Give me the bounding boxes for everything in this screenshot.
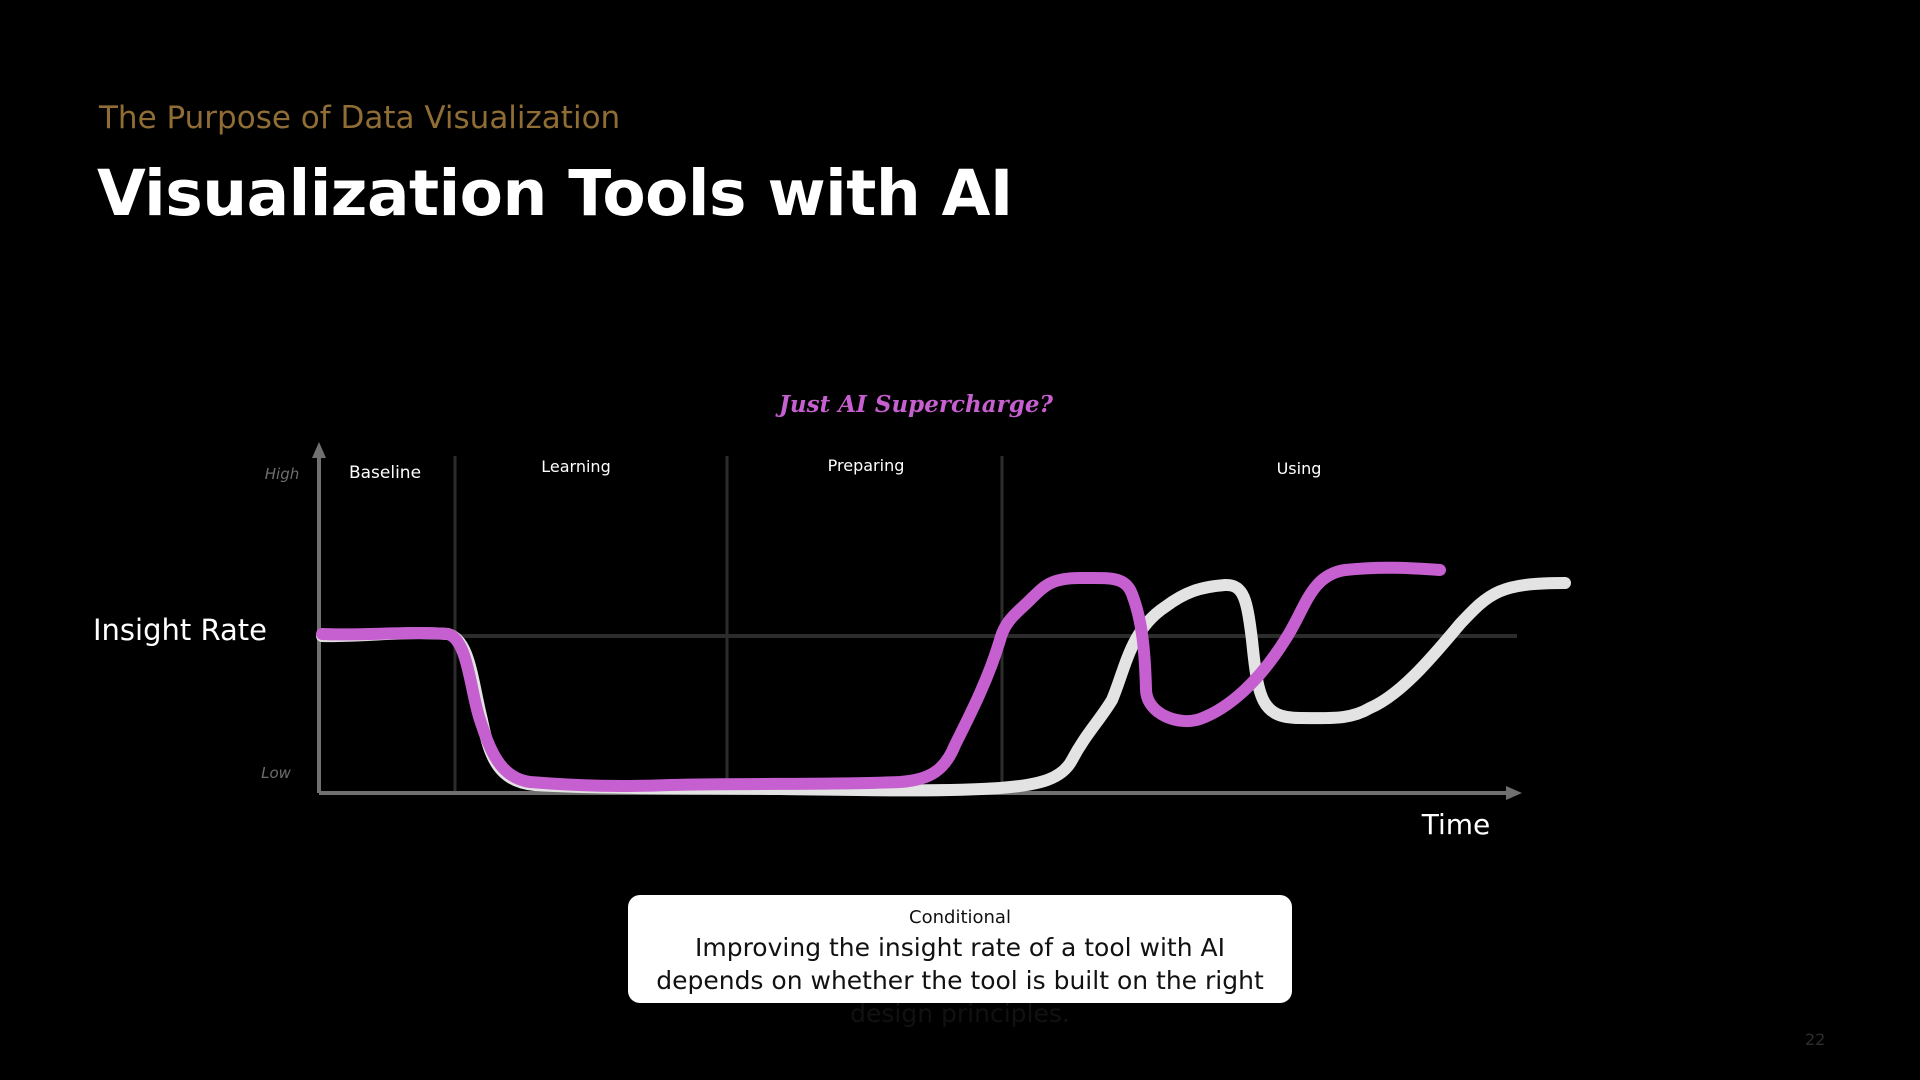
phase-label-using: Using: [1277, 459, 1322, 478]
y-axis-arrowhead: [312, 442, 326, 458]
phase-label-learning: Learning: [541, 457, 610, 476]
chart-title: Just AI Supercharge?: [775, 391, 1053, 418]
page-number: 22: [1805, 1030, 1826, 1049]
conditional-callout: Conditional Improving the insight rate o…: [628, 895, 1292, 1028]
y-low-label: Low: [261, 764, 292, 782]
y-axis-title: Insight Rate: [93, 613, 267, 647]
callout-text: Improving the insight rate of a tool wit…: [656, 933, 1264, 1028]
callout-label: Conditional: [909, 907, 1011, 928]
slide-title: Visualization Tools with AI: [97, 157, 1013, 230]
x-axis-arrowhead: [1506, 786, 1522, 800]
phase-label-preparing: Preparing: [828, 456, 905, 475]
ai-curve: [316, 561, 1446, 792]
x-axis-title: Time: [1421, 808, 1491, 841]
section-kicker: The Purpose of Data Visualization: [99, 100, 621, 136]
y-high-label: High: [265, 465, 299, 483]
phase-label-baseline: Baseline: [349, 463, 421, 483]
